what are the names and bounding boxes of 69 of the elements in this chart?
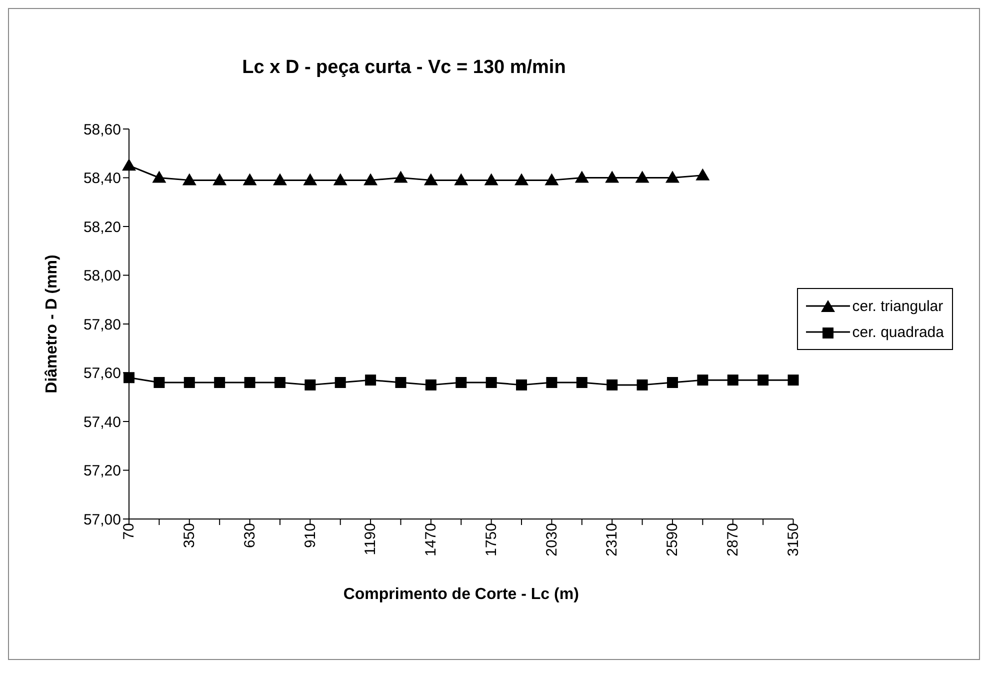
point: [456, 377, 467, 388]
point: [304, 379, 316, 390]
x-tick-label: 630: [241, 523, 258, 548]
y-tick-label: 58,40: [83, 170, 121, 188]
point: [788, 374, 799, 386]
point: [212, 173, 227, 186]
x-tick-label: 1190: [362, 523, 380, 556]
point: [516, 379, 528, 390]
x-tick-label: 2870: [724, 523, 742, 556]
point: [635, 170, 650, 183]
point: [394, 170, 408, 183]
x-tick-label: 1470: [422, 523, 440, 556]
point: [576, 377, 588, 388]
point: [364, 173, 378, 186]
point: [665, 170, 680, 183]
x-tick-label: 2030: [543, 523, 560, 556]
point: [697, 374, 708, 386]
x-tick-label: 2310: [604, 523, 621, 556]
point: [425, 379, 436, 390]
point: [303, 173, 318, 186]
point: [365, 374, 376, 386]
point: [122, 158, 136, 171]
x-tick-label: 1750: [482, 523, 500, 556]
y-tick-label: 57,00: [83, 511, 121, 528]
point: [636, 379, 648, 390]
x-tick-label: 70: [120, 523, 138, 540]
y-tick-label: 57,80: [83, 316, 121, 334]
point: [484, 173, 498, 186]
point: [546, 377, 558, 388]
y-tick-label: 58,00: [83, 268, 121, 285]
point: [395, 377, 406, 388]
y-tick-label: 57,20: [83, 462, 121, 480]
point: [184, 377, 195, 388]
point: [124, 372, 134, 384]
point: [154, 377, 165, 388]
point: [182, 173, 196, 186]
point: [242, 173, 257, 186]
y-tick-label: 58,20: [83, 218, 121, 236]
point: [214, 377, 226, 388]
point: [696, 168, 710, 180]
point: [544, 173, 559, 186]
point: [152, 170, 166, 183]
y-axis-title: Diâmetro - D (mm): [44, 254, 61, 394]
point: [514, 173, 529, 186]
point: [727, 374, 738, 386]
legend-label: cer. triangular: [852, 298, 944, 314]
point: [333, 173, 348, 186]
point: [758, 374, 769, 386]
point: [424, 173, 438, 186]
legend-label: cer. quadrada: [852, 324, 944, 340]
y-tick-label: 57,60: [83, 365, 121, 382]
x-axis-title: Comprimento de Corte - Lc (m): [343, 586, 579, 603]
point: [272, 173, 287, 186]
point: [334, 377, 346, 388]
chart-title: Lc x D - peça curta - Vc = 130 m/min: [241, 57, 567, 79]
x-tick-label: 3150: [784, 523, 802, 556]
point: [454, 173, 468, 186]
point: [605, 170, 620, 183]
point: [274, 377, 286, 388]
point: [666, 377, 678, 388]
x-tick-label: 910: [302, 523, 319, 548]
point: [606, 379, 618, 390]
point: [574, 170, 589, 183]
point: [486, 377, 497, 388]
x-tick-label: 350: [181, 523, 198, 548]
point: [244, 377, 256, 388]
x-tick-label: 2590: [664, 523, 682, 556]
y-tick-label: 58,60: [83, 121, 121, 138]
y-tick-label: 57,40: [83, 414, 121, 431]
